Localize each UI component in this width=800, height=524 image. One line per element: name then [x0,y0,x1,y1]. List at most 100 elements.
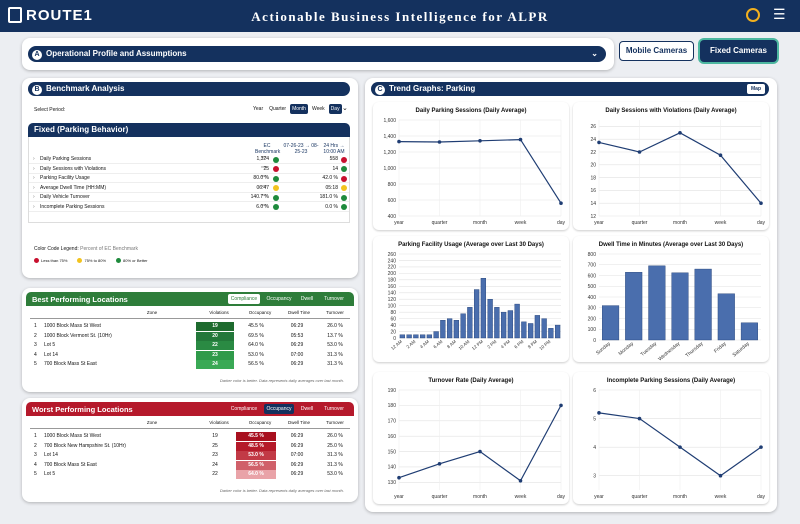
metric-row[interactable]: › Average Dwell Time (HH:MM) *** 06:47 05:18 [29,184,349,193]
metric-row[interactable]: › Incomplete Parking Sessions *** 6.0 % 0.0 … [29,203,349,212]
benchmark-title: Benchmark Analysis [46,84,125,93]
data-point[interactable] [478,139,482,143]
data-point[interactable] [597,411,601,415]
bar[interactable] [453,320,460,339]
bar[interactable] [694,268,712,341]
bar[interactable] [399,334,406,339]
expand-arrow-icon: › [33,203,35,210]
table-row[interactable]: 4 700 Block Mass St East 24 56.5 % 06:29 31.3… [30,460,350,470]
table-row[interactable]: 5 700 Block Mass St East 24 56.5 % 06:29 31.3… [30,360,350,369]
bar[interactable] [514,303,520,339]
bar[interactable] [541,318,547,339]
violations-cell: 23 [212,452,218,458]
bar[interactable] [494,307,500,339]
period-quarter[interactable]: Quarter [269,106,287,112]
bar[interactable] [500,311,507,339]
expand-arrow-icon: › [33,175,35,181]
data-point[interactable] [637,150,642,154]
data-point[interactable] [597,140,601,145]
tab-compliance[interactable]: Compliance [230,406,258,412]
data-point[interactable] [518,137,523,142]
table-row[interactable]: 2 700 Block New Hampshire St. (10Hr) 25 48.… [30,441,350,451]
bar[interactable] [440,320,446,339]
y-tick-label: 200 [388,271,397,277]
tab-occupancy[interactable]: Occupancy [266,296,292,302]
table-row[interactable]: 5 Lot 5 22 64.0 % 06:29 53.0 % [30,470,350,479]
chevron-down-icon[interactable]: ⌄ [342,105,348,112]
bar[interactable] [548,328,554,339]
data-point[interactable] [397,139,401,144]
bar[interactable] [648,265,666,341]
data-point[interactable] [678,131,682,135]
tab-turnover[interactable]: Turnover [324,296,344,302]
bar[interactable] [419,334,426,339]
bar[interactable] [527,323,534,339]
bar[interactable] [480,278,487,339]
chart-svg: 130 140 150 160 170 180 190 year quarter month wee… [388,388,566,500]
metric-row[interactable]: › Daily Parking Sessions *** 1,324 558 [29,155,349,164]
table-row[interactable]: 3 Lot 5 22 64.0 % 06:29 53.0 % [30,341,350,350]
period-month[interactable]: Month [290,104,308,114]
map-button[interactable]: Map [747,84,765,94]
period-year[interactable]: Year [253,106,264,112]
metric-row[interactable]: › Daily Sessions with Violations *** 25 14 [29,165,349,174]
tab-dwell[interactable]: Dwell [300,406,314,412]
x-tick-label: Monday [618,341,636,357]
metric-row[interactable]: › Parking Facility Usage *** 80.0 % 42.0 % [29,174,349,183]
tab-dwell[interactable]: Dwell [300,296,314,302]
bar[interactable] [521,321,527,339]
period-week[interactable]: Week [311,106,325,112]
operational-profile-header[interactable]: A Operational Profile and Assumptions ⌄ [28,46,606,62]
tab-occupancy[interactable]: Occupancy [264,404,294,414]
rank: 2 [34,332,37,339]
bar[interactable] [460,313,466,339]
metric-row[interactable]: › Daily Vehicle Turnover *** 140.7 % 181.0 % [29,193,349,202]
data-point[interactable] [437,140,442,144]
data-point[interactable] [559,201,563,205]
bar[interactable] [446,318,453,339]
mobile-cameras-button[interactable]: Mobile Cameras [619,41,694,61]
bar[interactable] [717,293,735,341]
bar[interactable] [507,310,514,339]
data-point[interactable] [678,445,682,449]
bar[interactable] [467,307,473,339]
table-row[interactable]: 3 Lot 14 23 53.0 % 07:00 31.3 % [30,451,350,460]
table-row[interactable]: 2 1000 Block Vermont St. (10Hr) 20 69.5 % 05… [30,331,350,341]
bar[interactable] [671,272,689,341]
data-point[interactable] [397,475,401,480]
hamburger-menu-icon[interactable]: ☰ [773,6,786,22]
data-point[interactable] [718,153,723,157]
bar[interactable] [426,334,433,339]
bar[interactable] [487,299,493,339]
y-tick-label: 120 [388,297,397,303]
data-point[interactable] [518,478,523,483]
data-point[interactable] [759,445,763,449]
bar[interactable] [413,334,419,339]
data-point[interactable] [759,201,763,205]
bar[interactable] [433,331,439,339]
tab-turnover[interactable]: Turnover [324,406,344,412]
tab-compliance[interactable]: Compliance [228,294,260,304]
bar[interactable] [406,334,412,339]
crown-icon[interactable] [746,8,760,22]
data-point[interactable] [559,403,563,408]
bar[interactable] [625,272,643,341]
table-row[interactable]: 1 1000 Block Mass St West 19 45.5 % 06:29 26.… [30,432,350,441]
bar[interactable] [602,305,620,341]
data-point[interactable] [437,462,442,466]
fixed-cameras-button[interactable]: Fixed Cameras [700,40,777,62]
period-day[interactable]: Day [328,104,342,114]
y-tick-label: 180 [388,403,397,409]
table-row[interactable]: 4 Lot 14 23 53.0 % 07:00 31.3 % [30,350,350,360]
data-point[interactable] [478,449,482,454]
bar[interactable] [473,289,480,339]
bar[interactable] [554,324,561,339]
bar[interactable] [534,315,541,339]
metric-value-30d: 6.0 % [256,203,269,210]
bar[interactable] [740,322,758,341]
table-row[interactable]: 1 1000 Block Mass St West 19 45.5 % 06:29 26.… [30,322,350,331]
x-tick-label: 4 AM [419,339,430,350]
data-point[interactable] [718,473,723,478]
data-point[interactable] [637,416,642,421]
chart-card: Parking Facility Usage (Average over Las… [373,236,569,362]
